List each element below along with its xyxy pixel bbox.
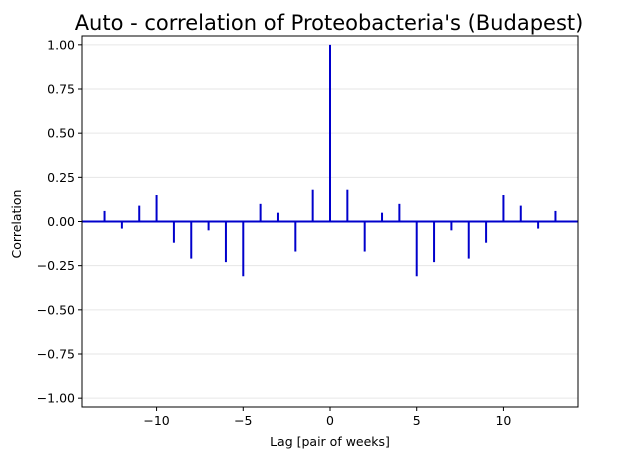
x-axis-label: Lag [pair of weeks] <box>270 434 390 449</box>
x-tick-label: −10 <box>143 413 169 428</box>
y-tick-label: 0.25 <box>47 170 75 185</box>
y-tick-label: 1.00 <box>47 37 75 52</box>
stem-series <box>82 44 578 277</box>
axes: −1.00 −0.75 −0.50 −0.25 0.00 0.25 0.50 0.75 1.00… <box>37 35 579 428</box>
y-tick-label: −0.50 <box>37 302 75 317</box>
y-tick-label: 0.50 <box>47 126 75 141</box>
x-tick-label: 5 <box>413 413 421 428</box>
x-tick-label: −5 <box>234 413 252 428</box>
x-tick-label: 10 <box>495 413 511 428</box>
y-tick-label: −1.00 <box>37 391 75 406</box>
y-tick-label: −0.75 <box>37 347 75 362</box>
y-tick-label: −0.25 <box>37 258 75 273</box>
x-tick-label: 0 <box>326 413 334 428</box>
y-tick-label: 0.00 <box>47 214 75 229</box>
chart-title: Auto - correlation of Proteobacteria's (… <box>75 11 584 35</box>
y-tick-label: 0.75 <box>47 82 75 97</box>
y-axis-label: Correlation <box>9 190 24 259</box>
